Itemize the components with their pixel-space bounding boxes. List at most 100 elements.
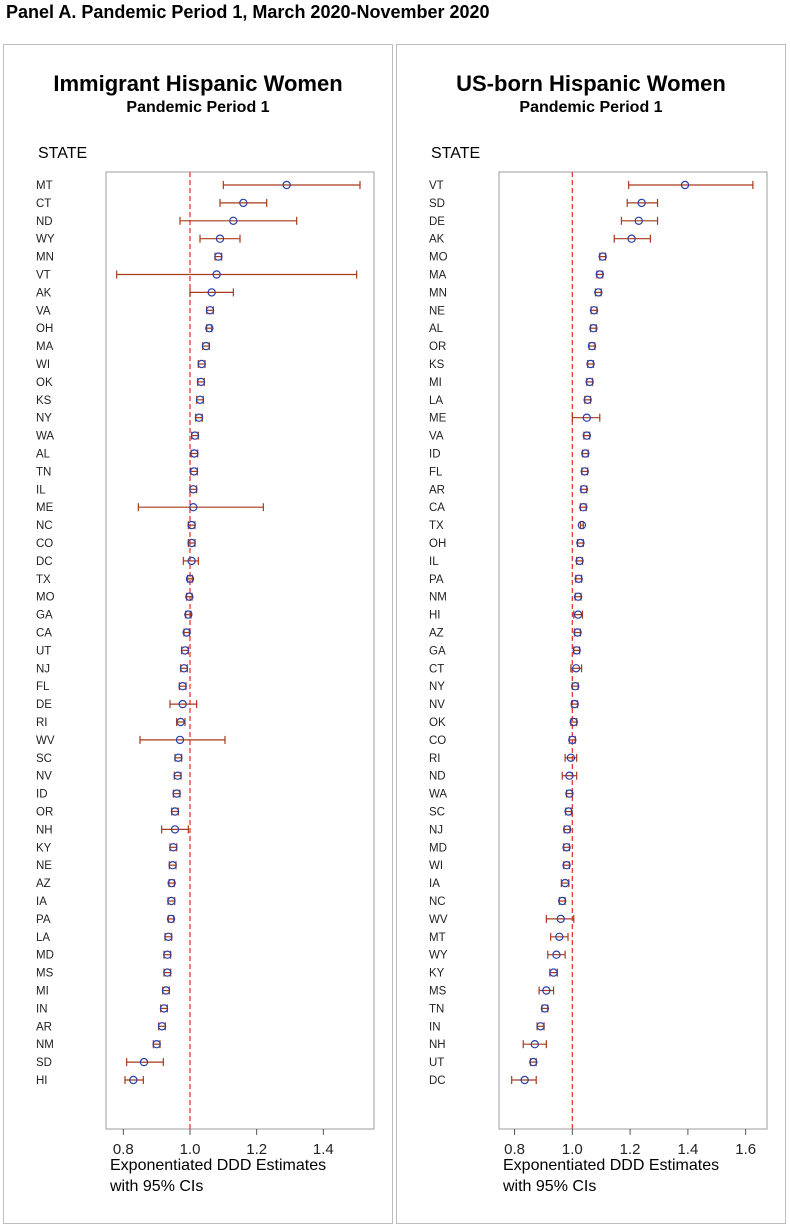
state-label-ks: KS (429, 359, 445, 371)
estimate-marker (170, 807, 180, 816)
state-label-nj: NJ (429, 824, 443, 836)
state-label-nv: NV (36, 771, 52, 783)
state-label-id: ID (429, 449, 441, 461)
estimate-marker (168, 861, 177, 870)
state-label-pa: PA (429, 574, 444, 586)
estimate-marker (164, 932, 173, 942)
estimate-marker (205, 324, 214, 333)
state-label-ks: KS (36, 395, 52, 407)
state-label-la: LA (429, 395, 443, 407)
state-label-md: MD (429, 842, 447, 854)
state-label-tx: TX (429, 520, 444, 532)
estimate-marker (540, 1004, 550, 1013)
state-label-wa: WA (36, 431, 54, 443)
estimate-marker (185, 574, 195, 584)
x-tick-label: 1.6 (735, 1141, 756, 1158)
state-label-az: AZ (429, 628, 444, 640)
chart-title: Immigrant Hispanic Women (53, 71, 343, 96)
estimate-marker (187, 556, 196, 566)
x-tick-label: 1.0 (562, 1141, 583, 1158)
state-label-wv: WV (36, 735, 55, 747)
state-label-ak: AK (36, 287, 52, 299)
estimate-marker (577, 520, 587, 530)
estimate-marker (565, 789, 574, 798)
estimate-marker (187, 538, 196, 548)
estimate-marker (184, 610, 193, 619)
x-tick-label: 1.2 (620, 1141, 641, 1158)
state-label-ny: NY (429, 681, 445, 693)
estimate-marker (573, 628, 582, 637)
chart-subtitle: Pandemic Period 1 (519, 99, 663, 116)
estimate-marker (586, 359, 595, 369)
state-label-ar: AR (36, 1021, 52, 1033)
state-label-mt: MT (36, 180, 53, 192)
estimate-marker (569, 717, 578, 727)
state-label-oh: OH (36, 323, 53, 335)
x-axis-title: Exponentiated DDD Estimates with 95% CIs (110, 1155, 326, 1197)
state-label-nc: NC (36, 520, 53, 532)
state-label-la: LA (36, 932, 50, 944)
state-label-de: DE (36, 699, 52, 711)
estimate-marker (589, 306, 599, 315)
estimate-marker (212, 270, 221, 279)
x-axis-title: Exponentiated DDD Estimates with 95% CIs (503, 1155, 719, 1197)
state-label-me: ME (36, 502, 54, 514)
state-label-ri: RI (429, 753, 441, 765)
state-label-ny: NY (36, 413, 52, 425)
estimate-marker (167, 878, 176, 888)
forest-plot-immigrant: 0.8 1.0 1.2 1.4 MT CT ND WY MN VT AK VA OH MA WI OK KS NY… (36, 171, 375, 1158)
estimate-marker (542, 986, 551, 995)
state-label-ia: IA (36, 896, 47, 908)
state-label-co: CO (429, 735, 446, 747)
estimate-marker (589, 324, 598, 333)
estimate-marker (575, 556, 584, 566)
estimate-marker (562, 825, 572, 834)
state-label-il: IL (429, 556, 439, 568)
state-label-hi: HI (36, 1075, 48, 1087)
x-tick-label: 1.4 (313, 1141, 334, 1158)
state-label-ut: UT (36, 645, 51, 657)
state-label-wa: WA (429, 789, 447, 801)
y-axis-label: STATE (431, 145, 481, 162)
state-label-mi: MI (429, 377, 442, 389)
estimate-marker (572, 646, 581, 655)
state-label-ne: NE (36, 860, 52, 872)
state-label-ky: KY (429, 968, 445, 980)
state-label-mt: MT (429, 932, 446, 944)
estimate-marker (594, 288, 603, 297)
estimate-marker (595, 270, 604, 279)
state-label-dc: DC (36, 556, 53, 568)
state-label-mn: MN (36, 252, 54, 264)
estimate-marker (573, 592, 583, 601)
state-label-il: IL (36, 484, 46, 496)
estimate-marker (170, 825, 180, 834)
estimate-marker (196, 377, 206, 387)
state-label-ca: CA (429, 502, 445, 514)
state-label-fl: FL (36, 681, 50, 693)
estimate-marker (558, 896, 567, 906)
x-tick-label: 0.8 (113, 1141, 134, 1158)
x-axis-title-line2: with 95% CIs (110, 1178, 204, 1195)
state-label-de: DE (429, 216, 445, 228)
state-label-sd: SD (36, 1057, 52, 1069)
estimate-marker (194, 413, 204, 422)
state-label-ri: RI (36, 717, 48, 729)
estimate-marker (152, 1040, 161, 1049)
estimate-marker (579, 503, 588, 512)
state-label-wy: WY (36, 234, 55, 246)
estimate-marker (573, 610, 583, 619)
state-label-nm: NM (429, 592, 447, 604)
estimate-marker (564, 807, 573, 816)
estimate-marker (580, 467, 589, 476)
estimate-marker (239, 198, 248, 208)
estimate-marker (598, 252, 607, 261)
estimate-marker (179, 664, 189, 673)
state-label-me: ME (429, 413, 447, 425)
estimate-marker (205, 306, 215, 315)
state-label-sc: SC (36, 753, 52, 765)
estimate-marker (182, 628, 191, 637)
state-label-mi: MI (36, 986, 49, 998)
state-label-ms: MS (36, 968, 54, 980)
estimate-marker (173, 771, 182, 780)
y-axis-label: STATE (38, 145, 88, 162)
